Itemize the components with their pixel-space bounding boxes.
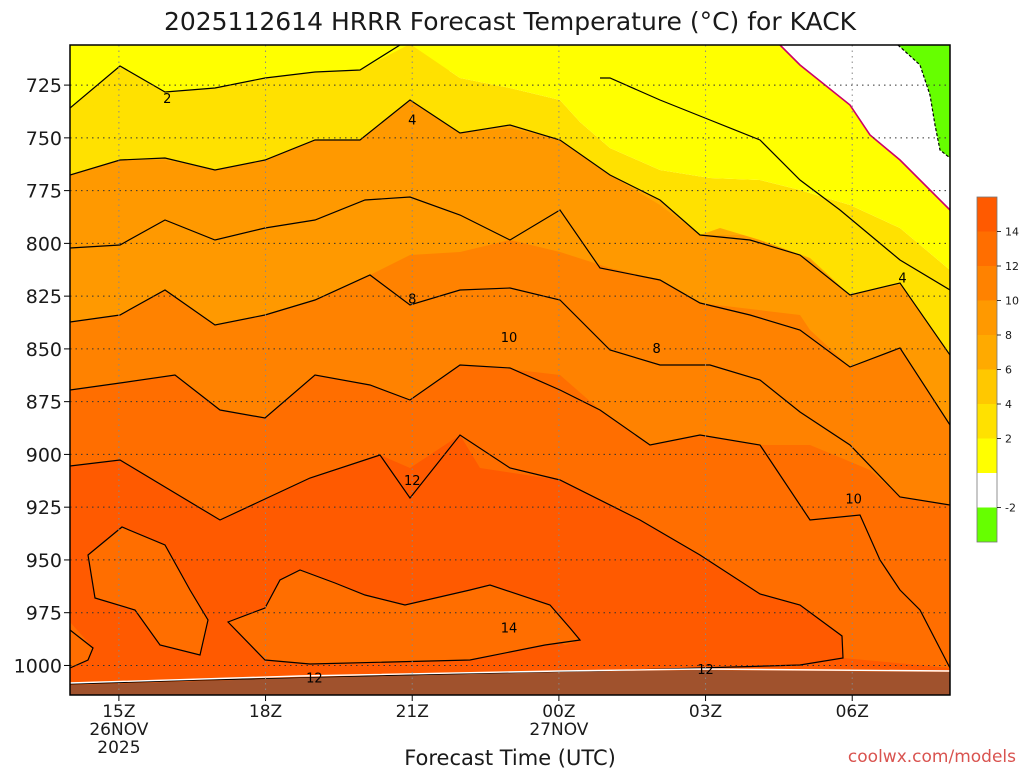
- contour-label-10: 12: [697, 663, 714, 678]
- contour-12: [70, 434, 844, 685]
- x-tick-label-00Z: 00Z: [542, 702, 575, 722]
- colorbar-band-0: [977, 197, 997, 232]
- contour-label-9: 12: [306, 672, 323, 687]
- x-tick-date-00Z: 27NOV: [529, 720, 588, 740]
- contour-label-7: 12: [404, 474, 421, 489]
- y-tick-label-1000: 1000: [14, 655, 62, 677]
- contour-minus2: [897, 45, 950, 159]
- ground-surface: [70, 670, 950, 695]
- x-axis-title: Forecast Time (UTC): [404, 746, 616, 768]
- colorbar-label-4: 4: [1005, 398, 1012, 411]
- colorbar-band-5: [977, 369, 997, 404]
- band-white: [750, 45, 950, 210]
- credit-text: coolwx.com/models: [848, 747, 1016, 767]
- colorbar-band-2: [977, 266, 997, 301]
- plot-frame: [69, 44, 951, 696]
- y-axis: 725 750 775 800 825 850 875 900 925 950 975 1000: [14, 75, 70, 677]
- colorbar-label-10: 10: [1005, 295, 1019, 308]
- colorbar-label-8: 8: [1005, 329, 1012, 342]
- contour-4: [70, 99, 950, 356]
- contour-10: [70, 364, 950, 669]
- x-tick-year-15Z: 2025: [97, 738, 140, 758]
- colorbar-label-12: 12: [1005, 260, 1019, 273]
- y-tick-label-775: 775: [26, 181, 62, 203]
- colorbar-band-7: [977, 438, 997, 473]
- colorbar-label-2: 2: [1005, 433, 1012, 446]
- x-tick-date-15Z: 26NOV: [89, 720, 148, 740]
- colorbar-label-14: 14: [1005, 226, 1019, 239]
- x-tick-label-18Z: 18Z: [249, 702, 282, 722]
- contour-label-2: 8: [408, 293, 416, 308]
- band-4-6-top: [70, 45, 760, 108]
- x-tick-label-03Z: 03Z: [689, 702, 722, 722]
- colorbar-band-1: [977, 231, 997, 266]
- colorbar-band-6: [977, 404, 997, 439]
- colorbar-label--2: -2: [1005, 502, 1016, 515]
- contour-14-c: [70, 629, 94, 669]
- contour-label-1: 4: [408, 113, 416, 128]
- contour-label-0: 2: [163, 92, 171, 107]
- y-tick-label-900: 900: [26, 444, 62, 466]
- colorbar: 14 12 10 8 6 4 2 -2: [976, 196, 1019, 543]
- temperature-bands: [70, 45, 950, 695]
- colorbar-label-6: 6: [1005, 364, 1012, 377]
- y-tick-label-950: 950: [26, 550, 62, 572]
- contour-2: [70, 45, 401, 109]
- contour-zero: [779, 45, 950, 211]
- y-tick-label-925: 925: [26, 497, 62, 519]
- contour-6: [70, 196, 950, 426]
- band-below-minus2: [898, 45, 950, 158]
- x-tick-label-06Z: 06Z: [836, 702, 869, 722]
- contour-14-a: [87, 526, 209, 656]
- contour-14-b: [226, 569, 582, 665]
- colorbar-band-4: [977, 335, 997, 370]
- colorbar-band-8: [977, 473, 997, 508]
- contour-label-5: 10: [501, 331, 518, 346]
- colorbar-band-3: [977, 300, 997, 335]
- contour-8: [70, 274, 950, 506]
- colorbar-band-9: [977, 507, 997, 542]
- y-tick-label-825: 825: [26, 286, 62, 308]
- y-tick-label-875: 875: [26, 392, 62, 414]
- contour-label-8: 14: [501, 621, 518, 636]
- contour-label-6: 10: [845, 493, 862, 508]
- chart-title: 2025112614 HRRR Forecast Temperature (°C…: [164, 7, 857, 36]
- contour-label-4: 4: [898, 271, 906, 286]
- y-tick-label-750: 750: [26, 128, 62, 150]
- y-tick-label-850: 850: [26, 339, 62, 361]
- band-yellow-top: [70, 45, 950, 270]
- x-tick-label-15Z: 15Z: [102, 702, 135, 722]
- contour-2-right: [600, 77, 950, 291]
- chart-grid: [70, 45, 950, 695]
- y-tick-label-975: 975: [26, 603, 62, 625]
- contour-labels: 2 4 8 8 4 10 10 12 14 12 12: [163, 92, 907, 687]
- y-tick-label-800: 800: [26, 233, 62, 255]
- ground-edge: [70, 668, 950, 684]
- x-tick-label-21Z: 21Z: [396, 702, 429, 722]
- contour-lines: [70, 45, 950, 685]
- contour-label-3: 8: [653, 342, 661, 357]
- y-tick-label-725: 725: [26, 75, 62, 97]
